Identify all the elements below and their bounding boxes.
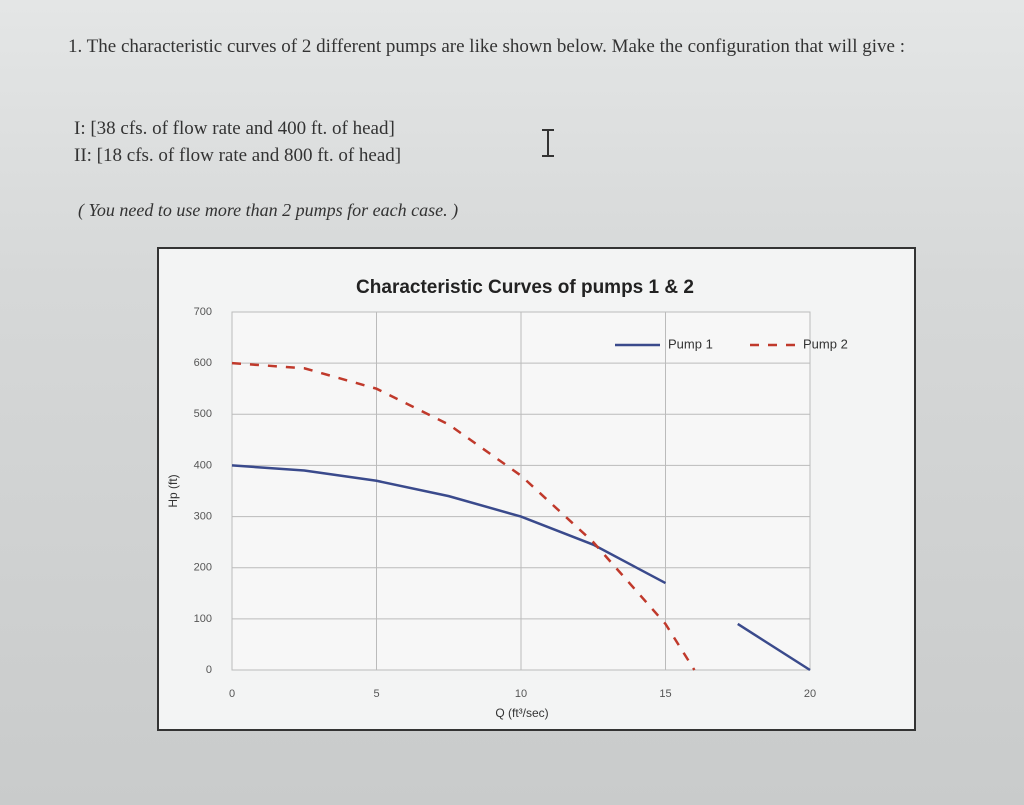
y-tick-label: 0 [206, 664, 212, 676]
case: I: [38 cfs. of flow rate and 400 ft. of … [74, 118, 395, 139]
x-tick-label: 10 [515, 688, 527, 700]
legend-label: Pump 2 [803, 336, 848, 351]
y-tick-label: 300 [194, 510, 212, 522]
x-tick-label: 0 [229, 688, 235, 700]
y-tick-label: 600 [194, 357, 212, 369]
x-tick-label: 20 [804, 688, 816, 700]
x-axis-label: Q (ft³/sec) [495, 706, 548, 720]
x-tick-label: 15 [659, 688, 671, 700]
y-tick-label: 500 [194, 408, 212, 420]
series-line [231, 361, 696, 671]
y-tick-label: 200 [194, 562, 212, 574]
y-tick-label: 700 [194, 306, 212, 318]
chart-title: Characteristic Curves of pumps 1 & 2 [356, 277, 694, 298]
y-tick-label: 100 [194, 613, 212, 625]
x-tick-label: 5 [373, 688, 379, 700]
legend-label: Pump 1 [668, 336, 713, 351]
y-axis-label: Hp (ft) [166, 474, 180, 507]
case: II: [18 cfs. of flow rate and 800 ft. of… [74, 145, 402, 166]
series-line [231, 464, 811, 672]
text-cursor [542, 129, 554, 157]
prompt: 1. The characteristic curves of 2 differ… [68, 36, 905, 57]
note: ( You need to use more than 2 pumps for … [78, 200, 459, 220]
y-tick-label: 400 [194, 459, 212, 471]
